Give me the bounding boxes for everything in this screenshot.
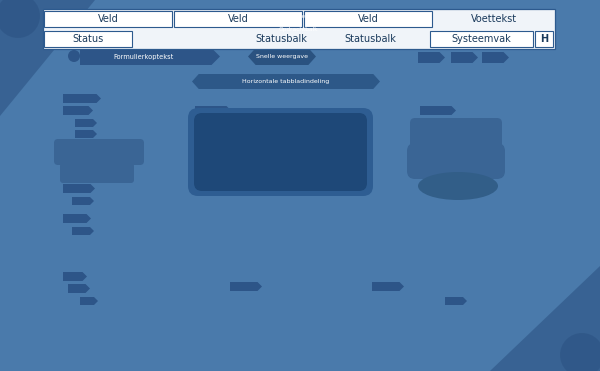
Text: H: H [540,34,548,44]
Text: Statusbalk: Statusbalk [344,34,396,44]
FancyBboxPatch shape [304,11,432,27]
Polygon shape [75,130,97,138]
Polygon shape [445,297,467,305]
Polygon shape [63,106,93,115]
Circle shape [560,333,600,371]
Polygon shape [80,297,98,305]
Polygon shape [490,266,600,371]
Polygon shape [63,272,87,281]
Text: Snelle weergave: Snelle weergave [256,54,308,59]
Polygon shape [265,11,341,22]
Polygon shape [63,94,101,103]
Text: Voettekst: Voettekst [471,14,517,24]
Polygon shape [418,52,445,63]
Polygon shape [68,284,90,293]
FancyBboxPatch shape [430,31,533,47]
Text: Navigatiebalk: Navigatiebalk [278,14,319,19]
Polygon shape [482,52,509,63]
Text: Status: Status [73,34,104,44]
Text: Statusbalk: Statusbalk [256,34,307,44]
FancyBboxPatch shape [174,11,302,27]
Ellipse shape [68,50,80,62]
FancyBboxPatch shape [44,31,132,47]
FancyBboxPatch shape [54,139,144,165]
Circle shape [0,0,40,38]
Polygon shape [372,282,404,291]
Polygon shape [63,214,91,223]
Text: Veld: Veld [227,14,248,24]
Polygon shape [195,106,231,115]
Polygon shape [75,119,97,127]
Text: Systeemvak: Systeemvak [451,34,511,44]
Polygon shape [72,227,94,235]
FancyBboxPatch shape [535,31,553,47]
Polygon shape [63,184,95,193]
FancyBboxPatch shape [188,108,373,196]
Polygon shape [451,52,478,63]
Ellipse shape [418,172,498,200]
Polygon shape [80,48,220,65]
Polygon shape [72,197,94,205]
Text: Veld: Veld [98,14,118,24]
Text: Veld: Veld [358,14,379,24]
Text: Formulierkoptekst: Formulierkoptekst [114,53,174,59]
FancyBboxPatch shape [44,11,172,27]
FancyBboxPatch shape [60,163,134,183]
Polygon shape [192,74,380,89]
Text: Opdrachtbalk: Opdrachtbalk [278,27,318,32]
Polygon shape [248,48,316,65]
FancyBboxPatch shape [43,9,555,49]
Polygon shape [420,106,456,115]
FancyBboxPatch shape [410,118,502,148]
Text: Horizontale tabbladindeling: Horizontale tabbladindeling [242,79,329,84]
FancyBboxPatch shape [194,113,367,191]
FancyBboxPatch shape [407,143,505,179]
Polygon shape [265,24,341,35]
Polygon shape [230,282,262,291]
Polygon shape [0,0,95,116]
